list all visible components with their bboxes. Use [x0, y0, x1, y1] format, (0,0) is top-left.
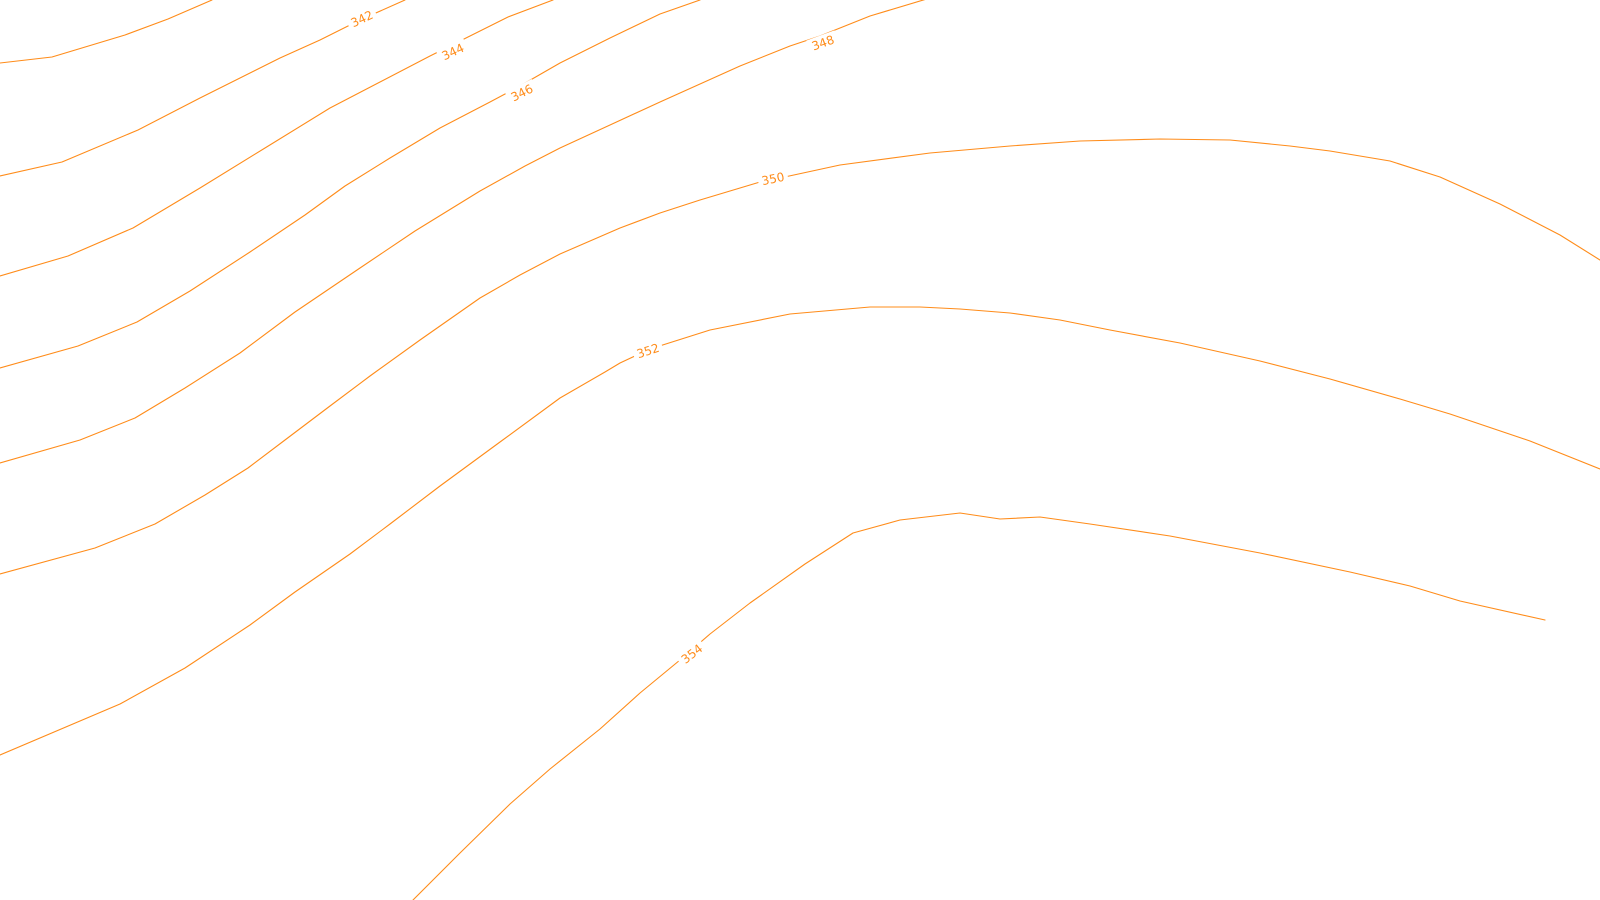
contour-labels-layer: 342 344 346 348 350 352 354 [345, 5, 840, 670]
contour-line-354 [412, 512, 1546, 900]
contour-label-350-text: 350 [760, 170, 785, 188]
contour-label-352-text: 352 [635, 341, 661, 361]
contour-line-342 [0, 0, 406, 177]
contour-label-348: 348 [806, 30, 840, 56]
contour-line-350 [0, 138, 1600, 575]
contour-line-352 [0, 306, 1600, 756]
contour-label-342: 342 [345, 5, 379, 33]
contour-label-350: 350 [756, 168, 790, 190]
contour-label-352: 352 [631, 338, 665, 364]
contour-line-top-left [0, 0, 213, 64]
contour-line-346 [0, 0, 701, 369]
contour-line-344 [0, 0, 554, 277]
contour-label-344: 344 [436, 38, 470, 66]
contour-line-348 [0, 0, 926, 464]
